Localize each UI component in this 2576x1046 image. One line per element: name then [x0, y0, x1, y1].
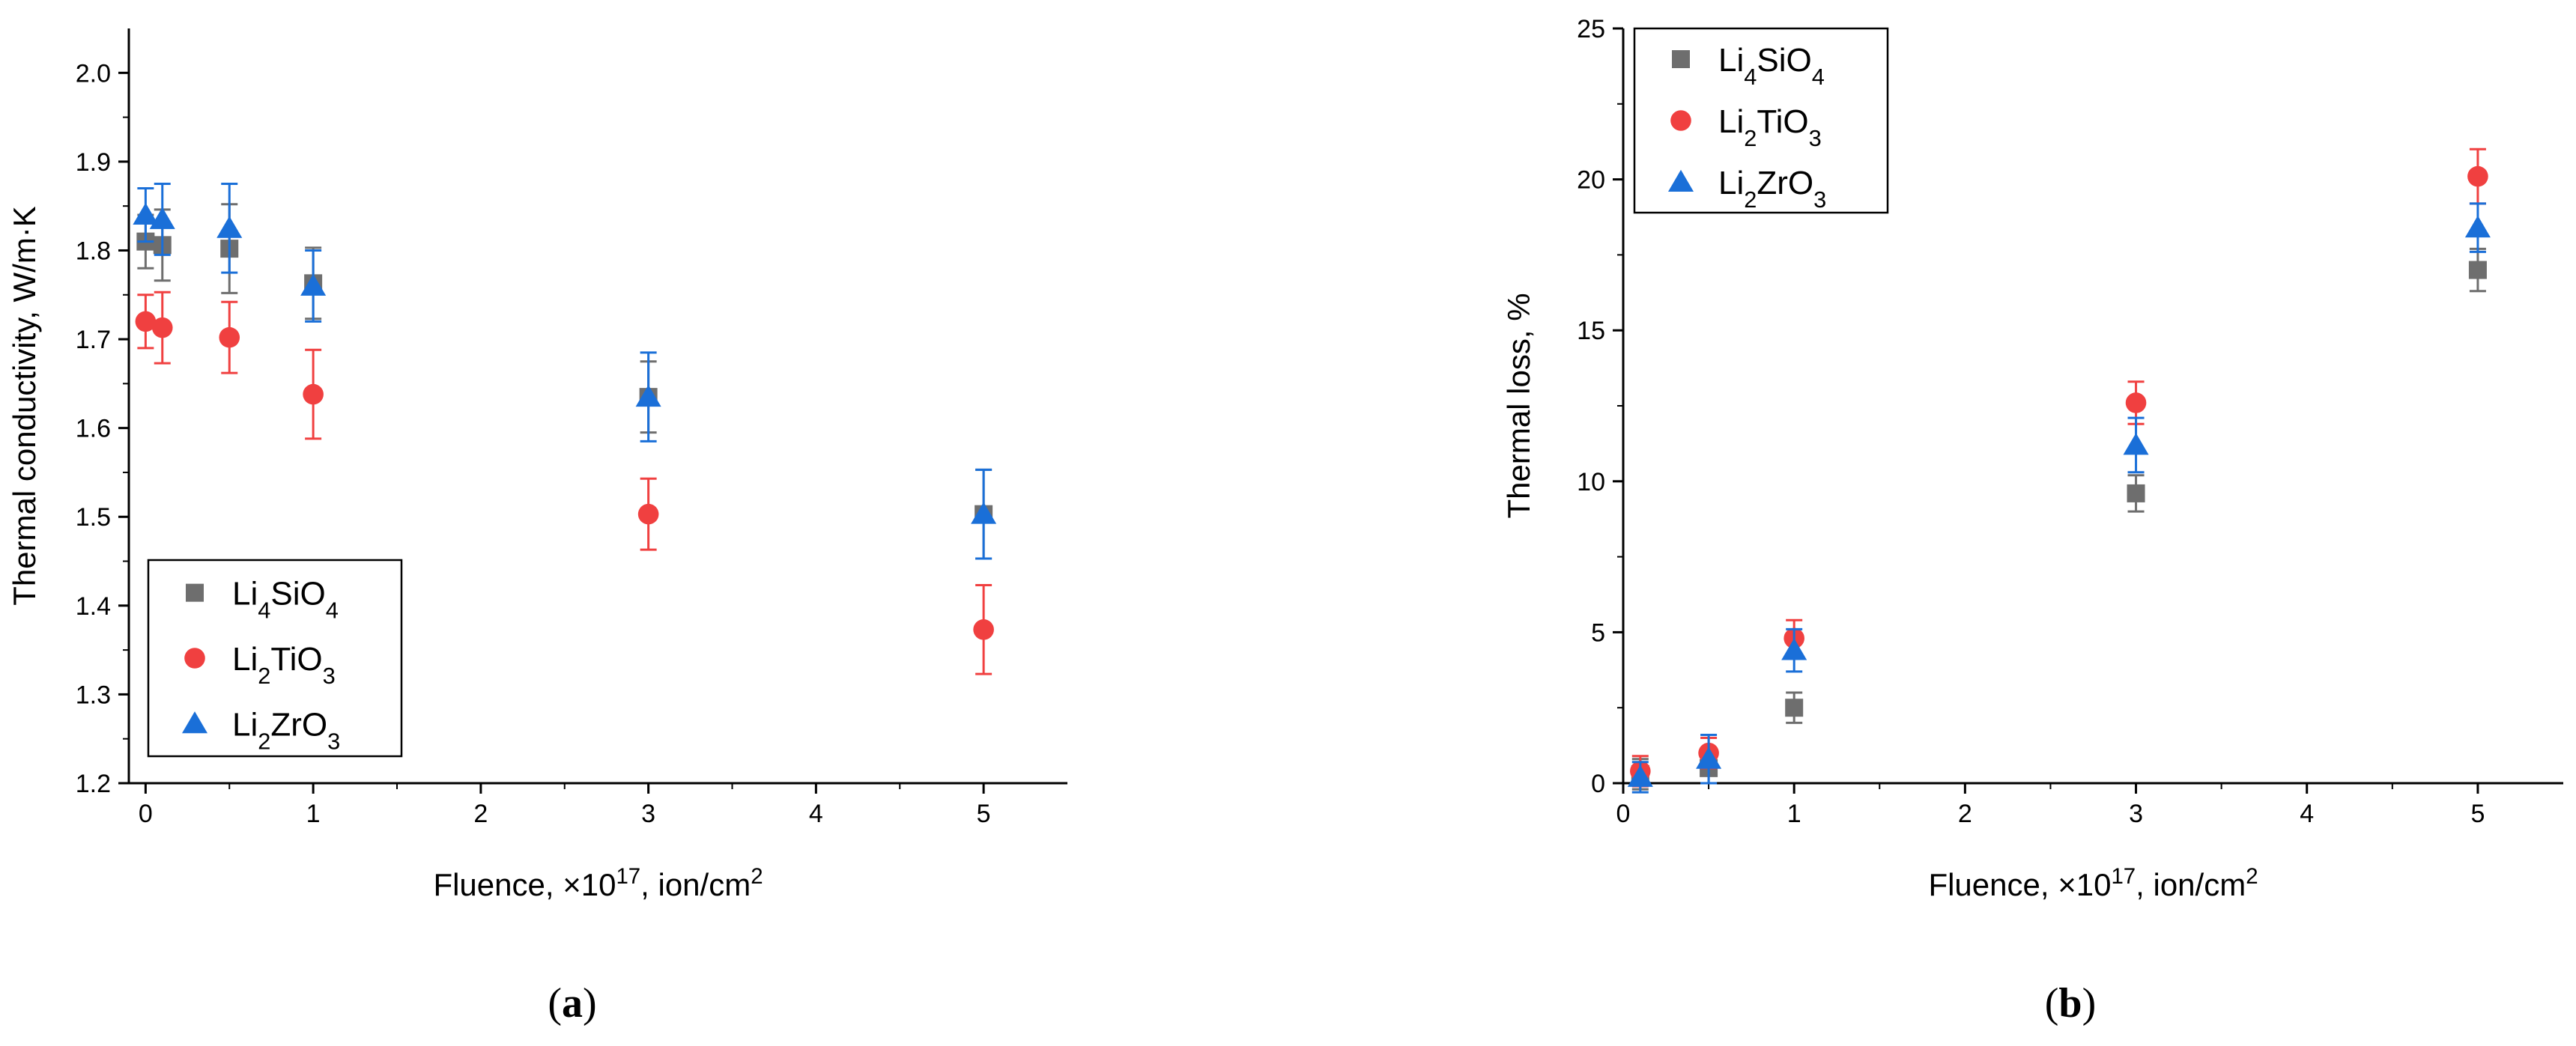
data-point — [2468, 261, 2487, 279]
series-Li2ZrO3 — [133, 183, 997, 560]
data-point — [2127, 484, 2145, 502]
y-tick-label: 1.6 — [76, 415, 111, 443]
y-tick-label: 1.9 — [76, 148, 111, 177]
legend: Li4SiO4 Li2TiO3 Li2ZrO3 — [147, 559, 403, 758]
data-point — [1627, 764, 1653, 787]
data-point — [216, 216, 243, 238]
y-tick-label: 1.3 — [76, 681, 111, 709]
data-point — [1781, 638, 1807, 660]
data-point — [973, 619, 994, 640]
data-point — [637, 503, 659, 525]
y-tick-label: 10 — [1577, 468, 1605, 496]
x-tick-label: 4 — [809, 800, 823, 828]
legend-marker — [1672, 50, 1690, 68]
y-axis-title: Thermal loss, % — [1501, 293, 1536, 518]
data-point — [135, 311, 157, 332]
legend-marker — [1670, 110, 1691, 131]
series-Li2TiO3 — [135, 291, 994, 675]
x-tick-label: 3 — [641, 800, 655, 828]
data-point — [635, 384, 661, 407]
data-point — [151, 317, 173, 338]
x-tick-label: 0 — [1616, 800, 1631, 828]
y-tick-label: 1.7 — [76, 326, 111, 354]
y-tick-label: 1.2 — [76, 770, 111, 798]
x-tick-label: 5 — [977, 800, 991, 828]
data-point — [219, 326, 240, 348]
x-tick-label: 5 — [2470, 800, 2485, 828]
x-axis-title: Fluence, ×1017, ion/cm2 — [433, 864, 763, 903]
x-tick-label: 1 — [1787, 800, 1801, 828]
chart-panel-a: 0 1 2 3 4 5 1.2 1.3 1.4 1.5 1.6 1.7 1.8 1.9 2.0 Fluence… — [7, 28, 1067, 902]
x-tick-label: 3 — [2129, 800, 2143, 828]
y-tick-label: 0 — [1591, 770, 1605, 798]
x-tick-label: 2 — [1958, 800, 1972, 828]
panel-label-b: (b) — [2045, 980, 2096, 1027]
x-tick-label: 4 — [2300, 800, 2314, 828]
legend-marker — [186, 583, 204, 602]
x-tick-label: 0 — [139, 800, 153, 828]
data-point — [2467, 165, 2488, 187]
x-tick-label: 1 — [306, 800, 321, 828]
data-point — [971, 502, 997, 524]
legend-label: Li2ZrO3 — [232, 706, 340, 754]
x-axis-title: Fluence, ×1017, ion/cm2 — [1928, 864, 2258, 903]
legend-label: Li2TiO3 — [1718, 103, 1822, 151]
y-tick-label: 1.8 — [76, 237, 111, 265]
y-tick-label: 5 — [1591, 618, 1605, 647]
y-tick-label: 20 — [1577, 166, 1605, 195]
data-point — [300, 273, 327, 296]
data-point — [2125, 392, 2147, 413]
legend-marker — [1667, 169, 1694, 192]
series-Li2ZrO3 — [1627, 202, 2491, 794]
data-point — [1785, 699, 1804, 717]
data-point — [2123, 433, 2149, 455]
y-tick-label: 25 — [1577, 15, 1605, 43]
chart-panel-b: 0 1 2 3 4 5 0 5 10 15 20 25 Fluence, ×1017, ion/cm2 T… — [1501, 15, 2563, 902]
data-point — [2464, 215, 2491, 238]
legend-label: Li4SiO4 — [232, 576, 339, 624]
panel-label-a: (a) — [548, 980, 596, 1027]
y-tick-label: 1.4 — [76, 592, 111, 621]
legend-label: Li2ZrO3 — [1718, 165, 1826, 213]
legend-marker — [181, 711, 208, 734]
y-tick-label: 15 — [1577, 317, 1605, 345]
data-point — [303, 383, 324, 405]
legend-marker — [184, 648, 205, 669]
y-tick-label: 2.0 — [76, 59, 111, 88]
data-point — [1696, 747, 1722, 769]
y-tick-label: 1.5 — [76, 503, 111, 532]
legend-label: Li2TiO3 — [232, 641, 336, 689]
legend: Li4SiO4 Li2TiO3 Li2ZrO3 — [1633, 27, 1889, 214]
legend-label: Li4SiO4 — [1718, 42, 1825, 90]
data-point — [133, 202, 159, 225]
x-tick-label: 2 — [473, 800, 488, 828]
data-point — [149, 207, 175, 229]
y-axis-title: Thermal conductivity, W/m·K — [7, 206, 42, 606]
